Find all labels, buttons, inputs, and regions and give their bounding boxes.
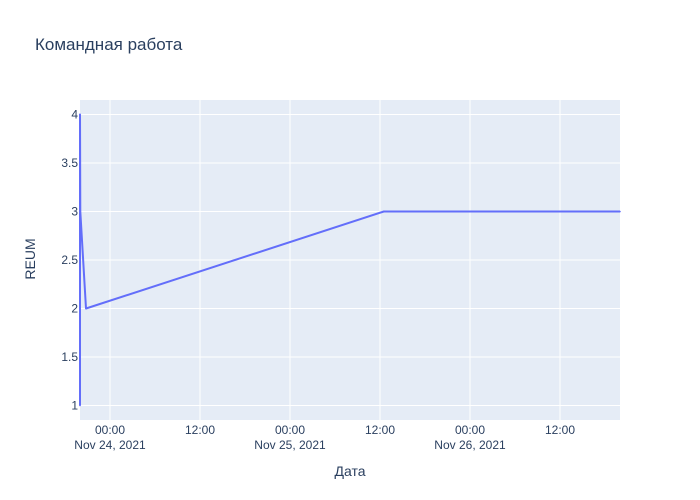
x-gridlines bbox=[109, 100, 561, 420]
x-tick-label: 00:00 bbox=[455, 423, 485, 437]
x-tick-label: 12:00 bbox=[545, 423, 575, 437]
y-axis-ticks: 1 1.5 2 2.5 3 3.5 4 bbox=[61, 108, 78, 413]
y-tick-label: 1.5 bbox=[61, 350, 78, 364]
x-tick-label: 12:00 bbox=[185, 423, 215, 437]
data-point bbox=[382, 210, 385, 213]
y-gridlines bbox=[80, 114, 620, 406]
x-tick-date-label: Nov 26, 2021 bbox=[434, 438, 506, 452]
x-tick-label: 00:00 bbox=[275, 423, 305, 437]
x-axis-title: Дата bbox=[334, 463, 365, 479]
y-tick-label: 2.5 bbox=[61, 253, 78, 267]
data-point bbox=[79, 404, 81, 407]
series-line bbox=[79, 113, 620, 406]
x-tick-date-label: Nov 25, 2021 bbox=[254, 438, 326, 452]
x-tick-label: 00:00 bbox=[95, 423, 125, 437]
y-tick-label: 1 bbox=[71, 398, 78, 412]
x-tick-label: 12:00 bbox=[365, 423, 395, 437]
y-tick-label: 3 bbox=[71, 205, 78, 219]
y-tick-label: 2 bbox=[71, 301, 78, 315]
data-point bbox=[85, 307, 87, 310]
chart-title: Командная работа bbox=[35, 35, 183, 54]
y-tick-label: 3.5 bbox=[61, 156, 78, 170]
data-point bbox=[79, 113, 81, 116]
y-tick-label: 4 bbox=[71, 108, 78, 122]
y-axis-title: REUM bbox=[22, 238, 38, 279]
series-layer bbox=[79, 113, 621, 407]
data-point bbox=[619, 210, 621, 213]
data-point bbox=[79, 210, 82, 213]
x-tick-date-label: Nov 24, 2021 bbox=[74, 438, 146, 452]
